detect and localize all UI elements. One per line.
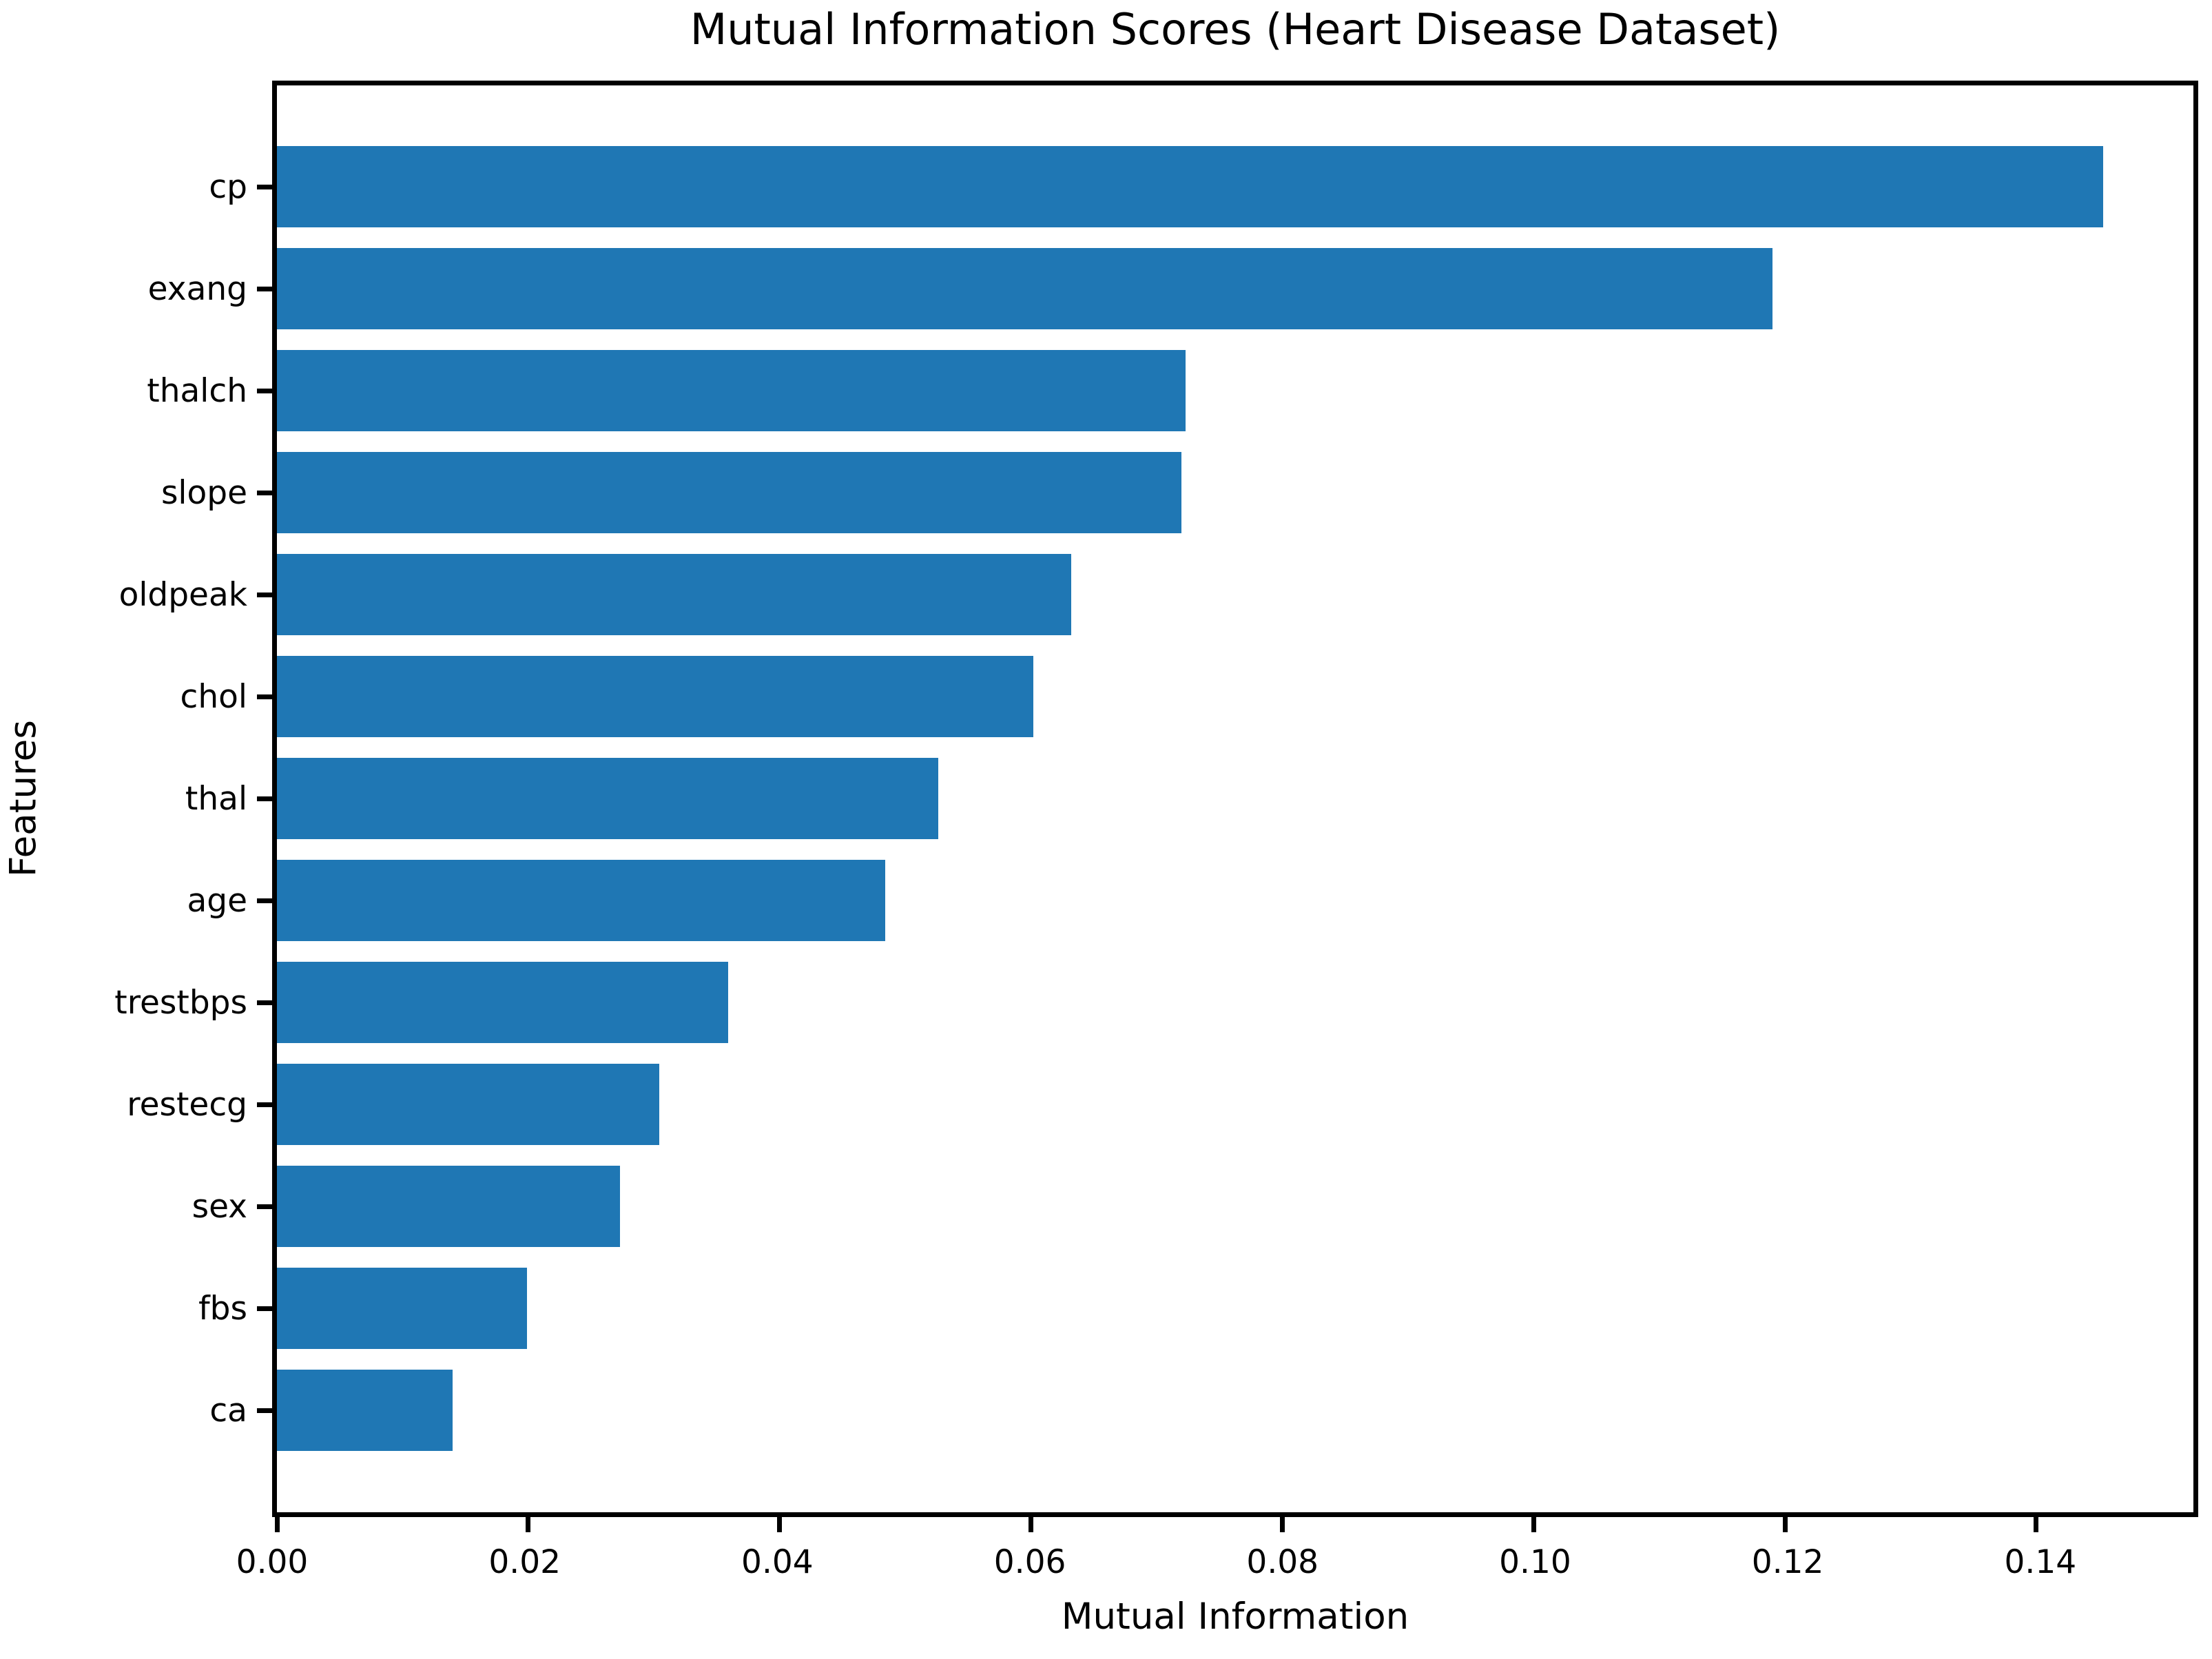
y-tick-label-row: sex [0,1155,247,1257]
y-tick-label: fbs [198,1289,247,1328]
bar-row [277,1359,2193,1461]
y-tick-label-row: exang [0,238,247,340]
bar-sex [277,1166,621,1247]
bar-chol [277,656,1034,737]
x-tick-mark [1279,1517,1285,1532]
bar-restecg [277,1064,659,1145]
y-tick-mark [257,1408,272,1413]
y-tick-labels: cp exang thalch slope oldpeak chol thal age tres… [0,136,247,1461]
y-tick-label: sex [192,1187,247,1226]
y-tick-mark [257,184,272,189]
x-tick-mark [274,1517,280,1532]
x-tick-label: 0.00 [236,1543,309,1581]
bar-row [277,951,2193,1053]
x-tick-label: 0.02 [488,1543,561,1581]
y-tick-label-row: trestbps [0,951,247,1053]
bar-thalch [277,350,1186,431]
y-tick-mark [257,286,272,291]
y-tick-mark [257,592,272,597]
x-tick-labels: 0.00 0.02 0.04 0.06 0.08 0.10 0.12 0.14 [236,1543,2198,1591]
y-tick-label: thal [185,779,247,818]
y-tick-label-row: thal [0,748,247,849]
y-tick-label: ca [209,1391,247,1430]
x-tick-mark [1029,1517,1034,1532]
chart-title: Mutual Information Scores (Heart Disease… [690,4,1781,54]
y-tick-label-row: chol [0,646,247,748]
bars-region [277,136,2193,1461]
y-tick-mark [257,1102,272,1107]
x-tick-label: 0.12 [1751,1543,1824,1581]
bar-age [277,860,885,941]
x-tick-mark [2034,1517,2039,1532]
y-tick-mark [257,1000,272,1005]
y-tick-label: oldpeak [118,575,247,614]
x-tick-label: 0.06 [993,1543,1066,1581]
y-tick-label-row: fbs [0,1257,247,1359]
bar-ca [277,1370,453,1451]
y-tick-label: restecg [127,1085,247,1124]
y-tick-label: chol [180,677,247,716]
y-tick-label-row: cp [0,136,247,238]
y-tick-mark [257,388,272,393]
bar-row [277,1155,2193,1257]
y-tick-label-row: restecg [0,1053,247,1155]
bar-oldpeak [277,554,1071,635]
y-tick-mark [257,490,272,495]
y-tick-mark [257,796,272,801]
bar-row [277,340,2193,442]
y-tick-label: trestbps [114,983,247,1022]
y-tick-mark [257,1306,272,1311]
y-tick-label: age [187,881,247,920]
x-tick-mark [777,1517,783,1532]
bar-row [277,1053,2193,1155]
bar-trestbps [277,962,728,1043]
plot-area [257,81,2198,1532]
y-tick-label: cp [209,167,247,206]
y-tick-label: thalch [147,371,247,410]
bar-row [277,136,2193,238]
bar-row [277,1257,2193,1359]
y-tick-label-row: age [0,849,247,951]
y-tick-mark [257,1204,272,1209]
y-tick-label-row: oldpeak [0,544,247,646]
y-tick-label-row: slope [0,442,247,544]
x-tick-mark [1782,1517,1788,1532]
bar-fbs [277,1268,528,1349]
x-tick-label: 0.14 [2004,1543,2077,1581]
bar-row [277,849,2193,951]
y-tick-label-row: ca [0,1359,247,1461]
bar-row [277,238,2193,340]
x-tick-label: 0.08 [1246,1543,1319,1581]
y-tick-mark [257,898,272,903]
x-tick-label: 0.04 [741,1543,814,1581]
bar-row [277,442,2193,544]
y-tick-label: slope [161,473,247,512]
bar-cp [277,146,2103,227]
x-axis-label: Mutual Information [1061,1596,1409,1638]
y-tick-mark [257,694,272,699]
bar-thal [277,758,938,839]
bar-row [277,646,2193,748]
x-tick-label: 0.10 [1499,1543,1571,1581]
bar-row [277,544,2193,646]
bar-exang [277,248,1772,329]
y-tick-label-row: thalch [0,340,247,442]
x-tick-mark [526,1517,531,1532]
x-tick-mark [1531,1517,1536,1532]
bar-slope [277,452,1182,533]
bar-row [277,748,2193,849]
y-tick-label: exang [147,269,247,308]
